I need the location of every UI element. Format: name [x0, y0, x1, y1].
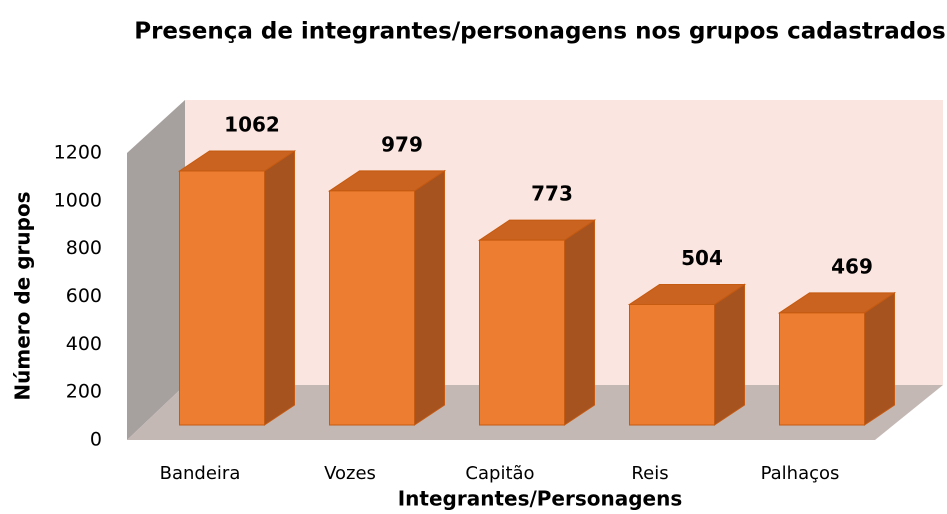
bar-front: [179, 170, 265, 426]
value-label: 1062: [224, 113, 280, 137]
y-tick-label: 800: [66, 237, 102, 259]
bar-front: [779, 312, 865, 426]
value-label: 469: [831, 254, 873, 278]
x-axis-label: Integrantes/Personagens: [398, 487, 683, 511]
bar-side: [564, 219, 595, 426]
y-tick-label: 400: [66, 333, 102, 355]
x-tick-label: Bandeira: [160, 463, 241, 484]
y-tick-label: 600: [66, 285, 102, 307]
y-tick-label: 1000: [54, 189, 102, 211]
bar-front: [479, 239, 565, 426]
bar-front: [629, 303, 715, 426]
bar-side: [864, 291, 895, 426]
bar-side: [414, 169, 445, 426]
bar: [327, 169, 447, 426]
value-label: 773: [531, 182, 573, 206]
y-tick-label: 200: [66, 381, 102, 403]
y-axis-label: Número de grupos: [11, 191, 35, 400]
side-wall: [127, 100, 185, 440]
bar-side: [264, 150, 295, 426]
value-label: 979: [381, 132, 423, 156]
chart-title: Presença de integrantes/personagens nos …: [134, 19, 946, 45]
y-tick-label: 1200: [54, 142, 102, 164]
value-label: 504: [681, 246, 723, 270]
bar: [627, 283, 747, 426]
x-tick-label: Capitão: [465, 463, 534, 484]
x-tick-label: Reis: [631, 463, 668, 484]
bar: [177, 150, 297, 426]
bar: [777, 291, 897, 426]
x-tick-label: Vozes: [324, 463, 376, 484]
bar-side: [714, 283, 745, 426]
bar-front: [329, 190, 415, 426]
y-tick-label: 0: [90, 429, 102, 451]
bar: [477, 219, 597, 426]
x-tick-label: Palhaços: [761, 463, 840, 484]
